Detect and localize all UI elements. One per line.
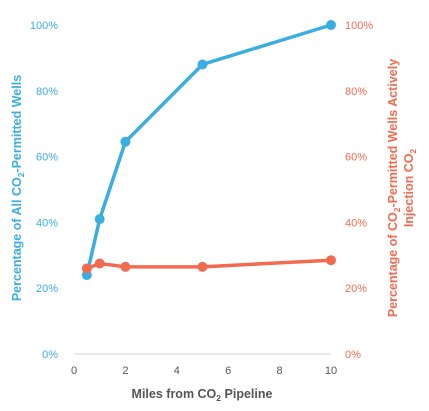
left-y-tick-label: 0% bbox=[42, 349, 58, 361]
series-1-point bbox=[197, 59, 208, 70]
x-tick-label: 0 bbox=[71, 365, 77, 377]
right-y-tick-labels: 0% 20% 40% 60% 80% 100% bbox=[345, 20, 373, 361]
x-tick-label: 8 bbox=[277, 365, 283, 377]
series-1-line bbox=[85, 23, 333, 277]
x-tick-label: 6 bbox=[225, 365, 231, 377]
left-y-tick-label: 100% bbox=[30, 20, 58, 32]
right-y-tick-label: 20% bbox=[345, 283, 367, 295]
series-1-point bbox=[326, 20, 336, 30]
right-y-tick-label: 100% bbox=[345, 20, 373, 32]
right-y-axis-title-line1: Percentage of CO2-Permitted Wells Active… bbox=[386, 59, 402, 317]
right-y-tick-label: 60% bbox=[345, 152, 367, 164]
left-y-tick-label: 60% bbox=[36, 152, 58, 164]
series-2-point bbox=[94, 258, 105, 269]
x-tick-labels: 0 2 4 6 8 10 bbox=[71, 365, 337, 377]
left-y-tick-label: 80% bbox=[36, 86, 58, 98]
right-y-tick-label: 0% bbox=[345, 349, 361, 361]
left-y-tick-label: 40% bbox=[36, 217, 58, 229]
series-2 bbox=[81, 255, 336, 274]
left-y-tick-labels: 0% 20% 40% 60% 80% 100% bbox=[30, 20, 58, 361]
series-1-point bbox=[94, 214, 105, 225]
left-y-tick-label: 20% bbox=[36, 283, 58, 295]
right-y-tick-label: 40% bbox=[345, 217, 367, 229]
series-2-point bbox=[326, 255, 336, 266]
x-tick-label: 10 bbox=[325, 365, 337, 377]
left-y-axis-title: Percentage of All CO2-Permitted Wells bbox=[10, 75, 26, 301]
series-2-point bbox=[197, 261, 208, 272]
right-y-axis-title-line2: Injection CO2 bbox=[402, 149, 418, 228]
series-1-point bbox=[120, 136, 131, 147]
series-2-point bbox=[81, 263, 92, 274]
series-layer bbox=[81, 20, 336, 281]
series-1 bbox=[81, 20, 336, 281]
x-tick-label: 2 bbox=[122, 365, 128, 377]
right-y-tick-label: 80% bbox=[345, 86, 367, 98]
x-axis-title: Miles from CO2 Pipeline bbox=[132, 387, 273, 403]
series-2-point bbox=[120, 261, 131, 272]
x-tick-label: 4 bbox=[174, 365, 180, 377]
